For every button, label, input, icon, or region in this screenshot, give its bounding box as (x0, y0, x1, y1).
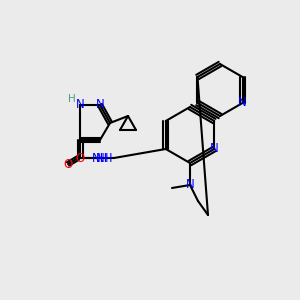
Text: N: N (96, 98, 104, 112)
Text: H: H (68, 94, 76, 104)
Text: NH: NH (96, 152, 113, 164)
Text: O: O (75, 152, 85, 164)
Text: O: O (63, 158, 73, 170)
Text: N: N (76, 98, 84, 112)
Text: N: N (186, 178, 194, 191)
Text: N: N (210, 142, 219, 155)
Text: N: N (238, 97, 247, 110)
Text: NH: NH (92, 152, 110, 164)
